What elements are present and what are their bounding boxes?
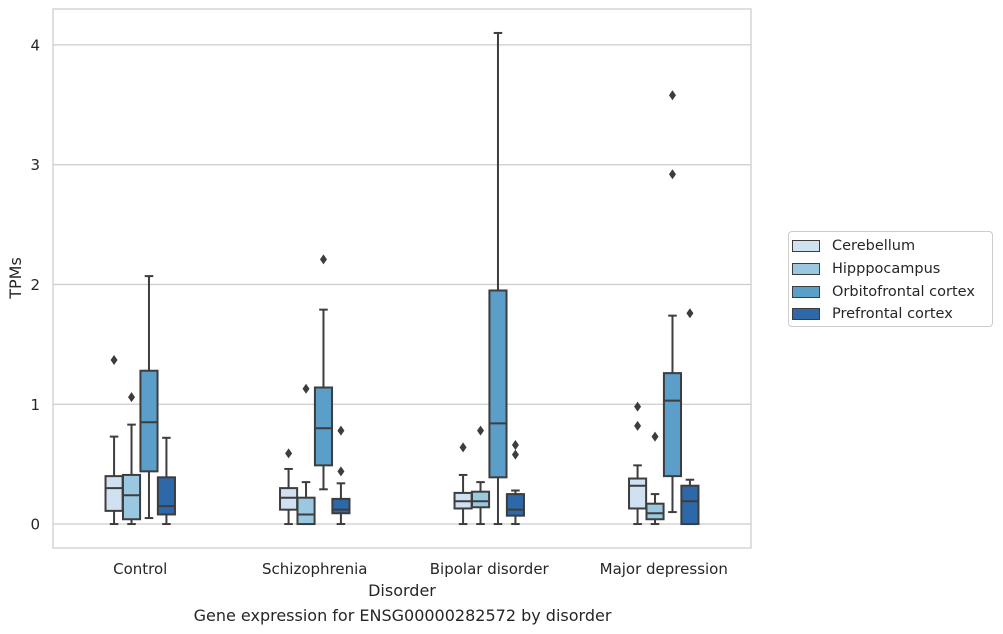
box-group xyxy=(279,448,299,526)
box xyxy=(279,487,299,511)
x-tick-label: Control xyxy=(113,560,167,578)
legend-label: Cerebellum xyxy=(832,238,916,255)
outlier-point xyxy=(459,442,467,453)
outlier-point xyxy=(668,90,676,101)
box-plot-marks xyxy=(104,31,700,526)
outlier-point xyxy=(686,308,694,319)
box xyxy=(645,502,665,521)
box-group xyxy=(139,275,159,520)
x-tick-labels: Control Schizophrenia Bipolar disorder Majo… xyxy=(113,560,728,578)
box-group xyxy=(453,442,473,526)
box xyxy=(121,473,142,521)
legend: Cerebellum Hipppocampus Orbitofrontal cort… xyxy=(788,231,993,327)
box-group xyxy=(331,425,351,526)
y-tick-label: 2 xyxy=(30,276,40,294)
box-group xyxy=(662,90,683,514)
outlier-point xyxy=(634,420,642,431)
y-axis-label: TPMs xyxy=(6,257,25,300)
x-tick-label: Major depression xyxy=(600,560,728,578)
box-group xyxy=(680,308,700,526)
box-group xyxy=(645,431,665,526)
outlier-point xyxy=(651,431,659,442)
outlier-point xyxy=(128,392,136,403)
box xyxy=(104,475,124,512)
y-tick-label: 3 xyxy=(30,156,40,174)
box xyxy=(156,476,176,516)
legend-swatch xyxy=(792,240,820,253)
box-group xyxy=(470,425,491,526)
y-tick-label: 4 xyxy=(30,36,40,54)
legend-label: Orbitofrontal cortex xyxy=(832,283,975,300)
outlier-point xyxy=(110,354,118,365)
outlier-point xyxy=(337,466,345,477)
box-group xyxy=(505,439,525,526)
plot-frame xyxy=(52,8,752,549)
box xyxy=(488,289,508,479)
legend-item: Prefrontal cortex xyxy=(792,303,992,326)
legend-swatch xyxy=(792,263,820,276)
box-group xyxy=(488,31,508,526)
legend-swatch xyxy=(792,308,820,321)
box xyxy=(331,497,351,515)
box-group xyxy=(313,254,334,491)
chart-title: Gene expression for ENSG00000282572 by d… xyxy=(193,606,612,625)
box xyxy=(313,386,334,467)
x-axis-label: Disorder xyxy=(368,581,436,600)
legend-label: Hipppocampus xyxy=(832,261,941,278)
box-group xyxy=(296,383,316,526)
box xyxy=(662,372,683,478)
legend-swatch xyxy=(792,285,820,298)
outlier-point xyxy=(668,169,676,180)
x-tick-label: Bipolar disorder xyxy=(430,560,550,578)
y-tick-label: 1 xyxy=(30,396,40,414)
outlier-point xyxy=(511,449,519,460)
box-group xyxy=(628,401,648,526)
legend-item: Orbitofrontal cortex xyxy=(792,280,992,303)
outlier-point xyxy=(337,425,345,436)
box xyxy=(680,484,700,526)
legend-item: Cerebellum xyxy=(792,235,992,258)
outlier-point xyxy=(302,383,310,394)
y-tick-labels: 0 1 2 3 4 xyxy=(30,36,40,533)
box xyxy=(628,477,648,510)
box xyxy=(505,493,525,517)
y-tick-label: 0 xyxy=(30,516,40,534)
outlier-point xyxy=(634,401,642,412)
legend-item: Hipppocampus xyxy=(792,258,992,281)
legend-label: Prefrontal cortex xyxy=(832,306,953,323)
box-group xyxy=(121,392,142,526)
box-group xyxy=(104,354,124,526)
outlier-point xyxy=(285,448,293,459)
outlier-point xyxy=(477,425,485,436)
box xyxy=(296,496,316,526)
box-group xyxy=(156,436,176,526)
x-tick-label: Schizophrenia xyxy=(262,560,367,578)
outlier-point xyxy=(511,439,519,450)
box xyxy=(139,369,159,473)
outlier-point xyxy=(319,254,327,265)
box xyxy=(470,490,491,509)
